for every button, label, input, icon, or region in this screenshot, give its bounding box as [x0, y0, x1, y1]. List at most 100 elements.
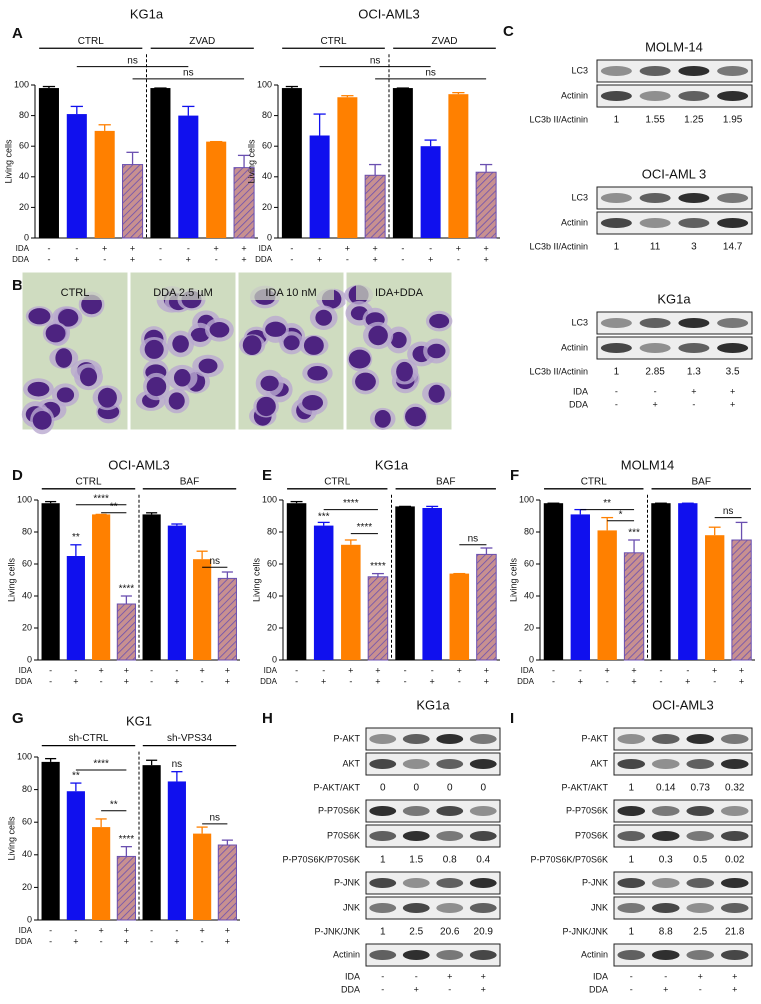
bar — [313, 525, 334, 660]
condition-sign: - — [150, 665, 153, 675]
bar — [651, 503, 671, 660]
condition-sign: - — [75, 243, 78, 253]
y-tick-label: 60 — [22, 558, 32, 568]
blot-band — [436, 806, 464, 816]
condition-sign: + — [124, 925, 129, 935]
bar — [475, 171, 497, 239]
bar — [167, 525, 186, 660]
bar — [217, 844, 237, 921]
band-label: Actinin — [561, 217, 588, 227]
blot-title: OCI-AML3 — [652, 697, 713, 712]
y-tick-label: 80 — [19, 110, 29, 120]
band-label: AKT — [342, 758, 360, 768]
blot-title: KG1a — [657, 291, 691, 306]
blot-band — [651, 734, 680, 744]
condition-sign: - — [187, 243, 190, 253]
ratio-value: 1 — [614, 367, 620, 378]
y-tick-label: 20 — [524, 622, 534, 632]
group-label: CTRL — [78, 36, 105, 47]
blot-band — [720, 950, 749, 960]
ratio-value: 1 — [380, 927, 386, 938]
blot-strip — [613, 799, 753, 823]
blot-strip — [596, 311, 753, 335]
micrograph-label: DDA 2.5 µM — [153, 287, 213, 299]
condition-sign: - — [295, 676, 298, 686]
condition-sign: + — [414, 984, 419, 994]
ratio-value: 2.5 — [409, 927, 423, 938]
condition-sign: + — [174, 676, 179, 686]
band-label: Actinin — [333, 949, 360, 959]
row-label: DDA — [260, 677, 278, 686]
panel-letter: A — [12, 25, 23, 42]
condition-sign: - — [692, 399, 695, 409]
condition-sign: - — [322, 665, 325, 675]
condition-sign: - — [175, 925, 178, 935]
ratio-value: 0.32 — [725, 783, 745, 794]
condition-sign: + — [321, 676, 326, 686]
bar — [41, 761, 60, 920]
condition-sign: + — [124, 936, 129, 946]
blot-band — [720, 903, 749, 913]
ratio-value: 0.73 — [691, 783, 711, 794]
blot-strip — [365, 799, 501, 823]
blot-band — [402, 950, 430, 960]
blot-band — [369, 831, 397, 841]
condition-sign: - — [74, 925, 77, 935]
condition-sign: + — [73, 936, 78, 946]
condition-sign: - — [404, 676, 407, 686]
y-tick-label: 0 — [27, 914, 32, 924]
cell-nucleus — [303, 336, 324, 355]
cell-nucleus — [368, 325, 388, 346]
blot-band — [720, 734, 749, 744]
significance: ns — [209, 812, 220, 823]
ratio-value: 2.5 — [693, 927, 707, 938]
cell-nucleus — [427, 343, 446, 359]
condition-sign: - — [615, 386, 618, 396]
condition-sign: - — [381, 984, 384, 994]
panel-letter: G — [12, 710, 24, 727]
micrograph-label: CTRL — [61, 287, 90, 299]
bar — [142, 765, 161, 920]
condition-sign: - — [215, 254, 218, 264]
significance: **** — [93, 493, 109, 504]
significance: ** — [110, 799, 118, 810]
condition-sign: - — [458, 676, 461, 686]
group-label: CTRL — [320, 36, 347, 47]
panel-letter: B — [12, 277, 23, 294]
condition-sign: - — [201, 936, 204, 946]
condition-sign: + — [241, 254, 246, 264]
bar — [364, 174, 386, 239]
significance: ** — [110, 501, 118, 512]
cell-nucleus — [396, 361, 413, 382]
condition-sign: - — [401, 243, 404, 253]
ratio-value: 0 — [413, 783, 419, 794]
row-label: DDA — [12, 255, 30, 264]
ratio-value: 0 — [447, 783, 453, 794]
blot-band — [469, 903, 497, 913]
chart-title: OCI-AML3 — [358, 6, 419, 21]
condition-sign: + — [730, 386, 735, 396]
panel-letter: I — [510, 710, 514, 727]
blot-band — [720, 831, 749, 841]
blot-band — [600, 218, 632, 228]
blot-band — [617, 950, 646, 960]
group-label: ZVAD — [432, 36, 458, 47]
condition-sign: + — [317, 254, 322, 264]
condition-sign: + — [712, 665, 717, 675]
blot-band — [639, 218, 671, 228]
condition-sign: + — [186, 254, 191, 264]
bar — [178, 115, 199, 238]
cell-nucleus — [190, 327, 210, 342]
condition-sign: - — [100, 676, 103, 686]
y-tick-label: 100 — [17, 751, 32, 761]
condition-sign: + — [663, 984, 668, 994]
blot-band — [651, 903, 680, 913]
blot-band — [651, 806, 680, 816]
blot-band — [369, 759, 397, 769]
y-tick-label: 80 — [22, 784, 32, 794]
y-tick-label: 40 — [22, 849, 32, 859]
band-label: Actinin — [561, 90, 588, 100]
y-axis-label: Living cells — [251, 557, 261, 602]
ratio-value: 2.85 — [645, 367, 665, 378]
blot-band — [717, 218, 749, 228]
